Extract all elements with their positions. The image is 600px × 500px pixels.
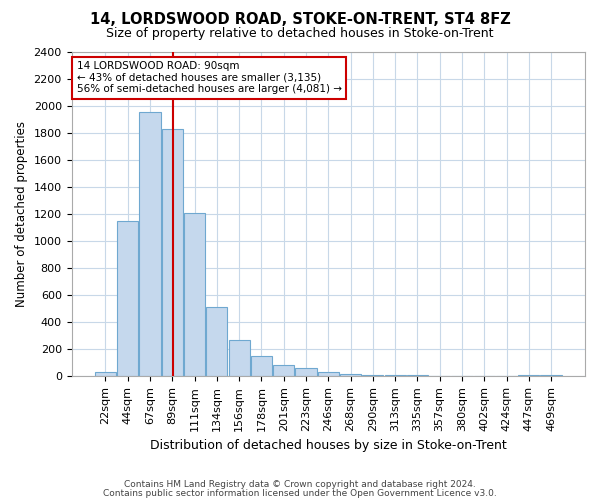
Bar xyxy=(139,112,161,376)
Text: Size of property relative to detached houses in Stoke-on-Trent: Size of property relative to detached ho… xyxy=(106,28,494,40)
Bar xyxy=(206,308,227,376)
Bar xyxy=(273,366,294,376)
Bar xyxy=(340,374,361,376)
Text: 14 LORDSWOOD ROAD: 90sqm
← 43% of detached houses are smaller (3,135)
56% of sem: 14 LORDSWOOD ROAD: 90sqm ← 43% of detach… xyxy=(77,61,341,94)
Bar xyxy=(385,375,406,376)
Bar xyxy=(251,356,272,376)
Bar xyxy=(184,212,205,376)
Bar xyxy=(95,372,116,376)
Bar xyxy=(362,374,383,376)
Bar xyxy=(117,220,139,376)
Text: Contains public sector information licensed under the Open Government Licence v3: Contains public sector information licen… xyxy=(103,488,497,498)
Bar xyxy=(295,368,317,376)
Y-axis label: Number of detached properties: Number of detached properties xyxy=(15,121,28,307)
Bar xyxy=(229,340,250,376)
Bar xyxy=(407,375,428,376)
Bar xyxy=(541,375,562,376)
Text: Contains HM Land Registry data © Crown copyright and database right 2024.: Contains HM Land Registry data © Crown c… xyxy=(124,480,476,489)
X-axis label: Distribution of detached houses by size in Stoke-on-Trent: Distribution of detached houses by size … xyxy=(150,440,506,452)
Text: 14, LORDSWOOD ROAD, STOKE-ON-TRENT, ST4 8FZ: 14, LORDSWOOD ROAD, STOKE-ON-TRENT, ST4 … xyxy=(89,12,511,28)
Bar xyxy=(162,128,183,376)
Bar xyxy=(518,375,539,376)
Bar xyxy=(317,372,339,376)
